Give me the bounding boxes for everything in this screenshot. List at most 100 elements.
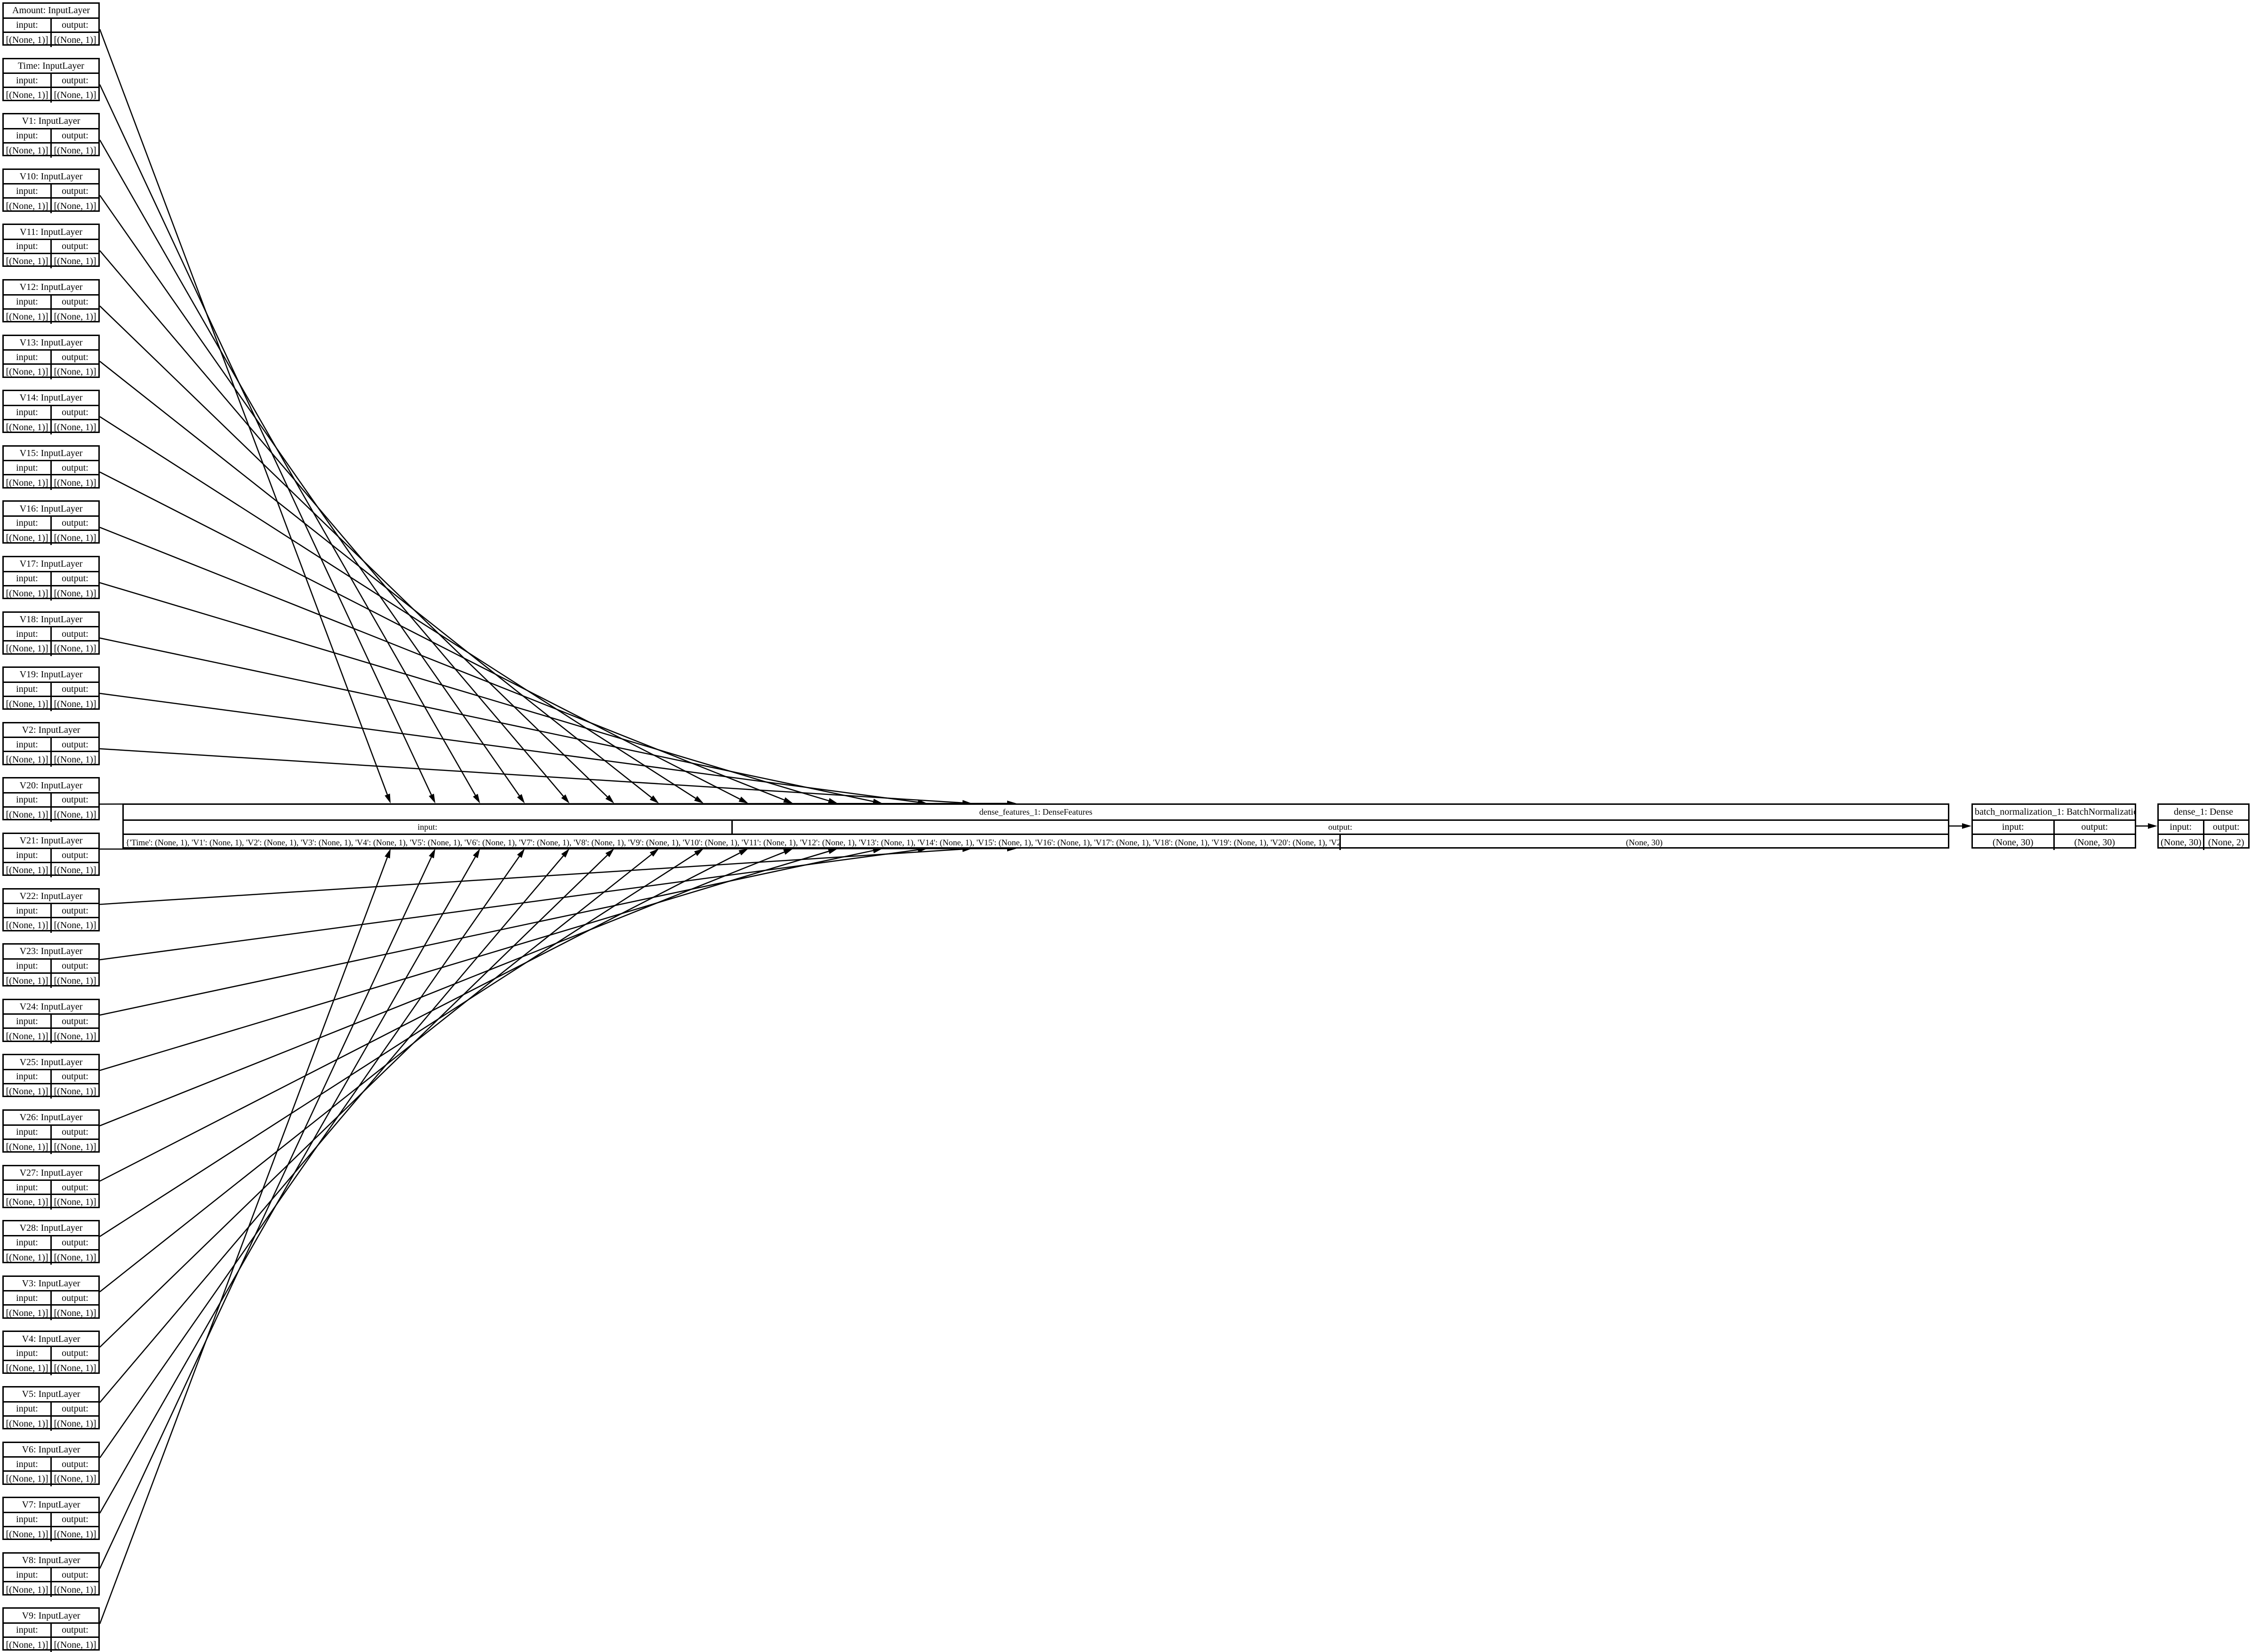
input-layer-title: V19: InputLayer xyxy=(4,668,98,683)
input-layer-input-label: input: xyxy=(4,404,52,420)
input-layer-node[interactable]: V17: InputLayer input: output: [(None, 1)][… xyxy=(2,556,100,601)
input-layer-input-shape: [(None, 1)] xyxy=(4,640,52,656)
input-layer-output-shape: [(None, 1)] xyxy=(50,1470,98,1486)
input-layer-node[interactable]: V9: InputLayer input: output: [(None, 1)][(… xyxy=(2,1607,100,1652)
input-layer-input-label: input: xyxy=(4,460,52,476)
input-layer-node[interactable]: V8: InputLayer input: output: [(None, 1)][(… xyxy=(2,1552,100,1597)
input-layer-input-label: input: xyxy=(4,1290,52,1306)
input-layer-node[interactable]: V16: InputLayer input: output: [(None, 1)][… xyxy=(2,500,100,545)
input-layer-node[interactable]: V1: InputLayer input: output: [(None, 1)][(… xyxy=(2,113,100,158)
input-layer-input-shape: [(None, 1)] xyxy=(4,1083,52,1099)
input-layer-input-shape: [(None, 1)] xyxy=(4,1027,52,1043)
input-layer-output-shape: [(None, 1)] xyxy=(50,972,98,988)
batch-normalization-title: batch_normalization_1: BatchNormalizatio… xyxy=(1973,805,2135,821)
input-layer-node[interactable]: V7: InputLayer input: output: [(None, 1)][(… xyxy=(2,1497,100,1542)
input-layer-input-shape: [(None, 1)] xyxy=(4,142,52,158)
input-layer-node[interactable]: Time: InputLayer input: output: [(None, 1)]… xyxy=(2,57,100,103)
edge-arrow xyxy=(99,846,972,905)
input-layer-output-label: output: xyxy=(50,1124,98,1140)
input-layer-output-shape: [(None, 1)] xyxy=(50,142,98,158)
input-layer-output-label: output: xyxy=(50,681,98,697)
input-layer-output-label: output: xyxy=(50,737,98,753)
input-layer-input-label: input: xyxy=(4,1401,52,1417)
input-layer-input-label: input: xyxy=(4,349,52,365)
input-layer-node[interactable]: V13: InputLayer input: output: [(None, 1)][… xyxy=(2,334,100,379)
input-layer-input-shape: [(None, 1)] xyxy=(4,751,52,767)
batch-normalization-node[interactable]: batch_normalization_1: BatchNormalizatio… xyxy=(1971,803,2136,850)
input-layer-title: V20: InputLayer xyxy=(4,778,98,794)
input-layer-output-shape: [(None, 1)] xyxy=(50,363,98,379)
input-layer-title: V7: InputLayer xyxy=(4,1498,98,1513)
input-layer-output-shape: [(None, 1)] xyxy=(50,640,98,656)
input-layer-input-label: input: xyxy=(4,570,52,586)
input-layer-node[interactable]: V10: InputLayer input: output: [(None, 1)][… xyxy=(2,168,100,213)
input-layer-output-shape: [(None, 1)] xyxy=(50,861,98,877)
input-layer-input-shape: [(None, 1)] xyxy=(4,695,52,712)
input-layer-title: V6: InputLayer xyxy=(4,1443,98,1458)
input-layer-output-label: output: xyxy=(50,847,98,863)
input-layer-title: V28: InputLayer xyxy=(4,1221,98,1236)
input-layer-output-shape: [(None, 1)] xyxy=(50,1636,98,1652)
input-layer-node[interactable]: V15: InputLayer input: output: [(None, 1)][… xyxy=(2,445,100,490)
input-layer-node[interactable]: V27: InputLayer input: output: [(None, 1)][… xyxy=(2,1164,100,1210)
input-layer-node[interactable]: V19: InputLayer input: output: [(None, 1)][… xyxy=(2,666,100,712)
input-layer-title: V10: InputLayer xyxy=(4,169,98,185)
edge-arrow xyxy=(99,849,391,1624)
input-layer-input-label: input: xyxy=(4,238,52,254)
dense-input-shape: (None, 30) xyxy=(2159,833,2204,850)
input-layer-title: V13: InputLayer xyxy=(4,336,98,351)
input-layer-node[interactable]: V3: InputLayer input: output: [(None, 1)][(… xyxy=(2,1275,100,1320)
input-layer-output-label: output: xyxy=(50,1235,98,1251)
input-layer-output-shape: [(None, 1)] xyxy=(50,1083,98,1099)
input-layer-output-label: output: xyxy=(50,17,98,33)
input-layer-node[interactable]: V5: InputLayer input: output: [(None, 1)][(… xyxy=(2,1386,100,1431)
input-layer-node[interactable]: V18: InputLayer input: output: [(None, 1)][… xyxy=(2,611,100,656)
edge-arrow xyxy=(99,416,704,803)
edge-arrow xyxy=(99,849,569,1403)
input-layer-output-shape: [(None, 1)] xyxy=(50,1304,98,1320)
input-layer-node[interactable]: V24: InputLayer input: output: [(None, 1)][… xyxy=(2,998,100,1043)
input-layer-input-shape: [(None, 1)] xyxy=(4,1636,52,1652)
input-layer-output-label: output: xyxy=(50,626,98,642)
input-layer-node[interactable]: Amount: InputLayer input: output: [(None, 1… xyxy=(2,2,100,47)
input-layer-node[interactable]: V23: InputLayer input: output: [(None, 1)][… xyxy=(2,943,100,988)
input-layer-input-shape: [(None, 1)] xyxy=(4,1304,52,1320)
input-layer-node[interactable]: V20: InputLayer input: output: [(None, 1)][… xyxy=(2,777,100,822)
input-layer-title: V23: InputLayer xyxy=(4,945,98,960)
input-layer-node[interactable]: V11: InputLayer input: output: [(None, 1)][… xyxy=(2,224,100,269)
input-layer-node[interactable]: V25: InputLayer input: output: [(None, 1)][… xyxy=(2,1054,100,1099)
input-layer-node[interactable]: V14: InputLayer input: output: [(None, 1)][… xyxy=(2,390,100,435)
input-layer-node[interactable]: V28: InputLayer input: output: [(None, 1)][… xyxy=(2,1220,100,1265)
input-layer-node[interactable]: V4: InputLayer input: output: [(None, 1)][(… xyxy=(2,1331,100,1376)
input-layer-output-label: output: xyxy=(50,72,98,88)
input-layer-input-label: input: xyxy=(4,1511,52,1527)
input-layer-title: V9: InputLayer xyxy=(4,1609,98,1624)
input-layer-node[interactable]: V21: InputLayer input: output: [(None, 1)][… xyxy=(2,833,100,877)
edge-arrow xyxy=(1949,823,1971,829)
input-layer-input-label: input: xyxy=(4,1068,52,1084)
input-layer-input-shape: [(None, 1)] xyxy=(4,1194,52,1210)
input-layer-input-shape: [(None, 1)] xyxy=(4,363,52,379)
edge-arrow xyxy=(99,637,882,804)
input-layer-node[interactable]: V12: InputLayer input: output: [(None, 1)][… xyxy=(2,279,100,324)
input-layer-input-shape: [(None, 1)] xyxy=(4,308,52,324)
input-layer-input-label: input: xyxy=(4,72,52,88)
input-layer-input-shape: [(None, 1)] xyxy=(4,197,52,213)
input-layer-node[interactable]: V22: InputLayer input: output: [(None, 1)][… xyxy=(2,888,100,933)
input-layer-title: V8: InputLayer xyxy=(4,1553,98,1569)
input-layer-input-shape: [(None, 1)] xyxy=(4,529,52,545)
input-layer-node[interactable]: V6: InputLayer input: output: [(None, 1)][(… xyxy=(2,1441,100,1486)
input-layer-node[interactable]: V26: InputLayer input: output: [(None, 1)][… xyxy=(2,1109,100,1154)
edge-arrow xyxy=(99,849,748,1182)
input-layer-output-label: output: xyxy=(50,1511,98,1527)
input-layer-input-label: input: xyxy=(4,1456,52,1472)
input-layer-title: V12: InputLayer xyxy=(4,281,98,296)
input-layer-input-label: input: xyxy=(4,17,52,33)
input-layer-output-shape: [(None, 1)] xyxy=(50,474,98,490)
input-layer-output-shape: [(None, 1)] xyxy=(50,806,98,822)
input-layer-title: Amount: InputLayer xyxy=(4,4,98,19)
dense-features-node[interactable]: dense_features_1: DenseFeatures input: o… xyxy=(122,803,1949,850)
edge-arrow xyxy=(99,748,972,806)
dense-node[interactable]: dense_1: Dense input: output: (None, 30)… xyxy=(2157,803,2250,850)
input-layer-node[interactable]: V2: InputLayer input: output: [(None, 1)][(… xyxy=(2,722,100,767)
